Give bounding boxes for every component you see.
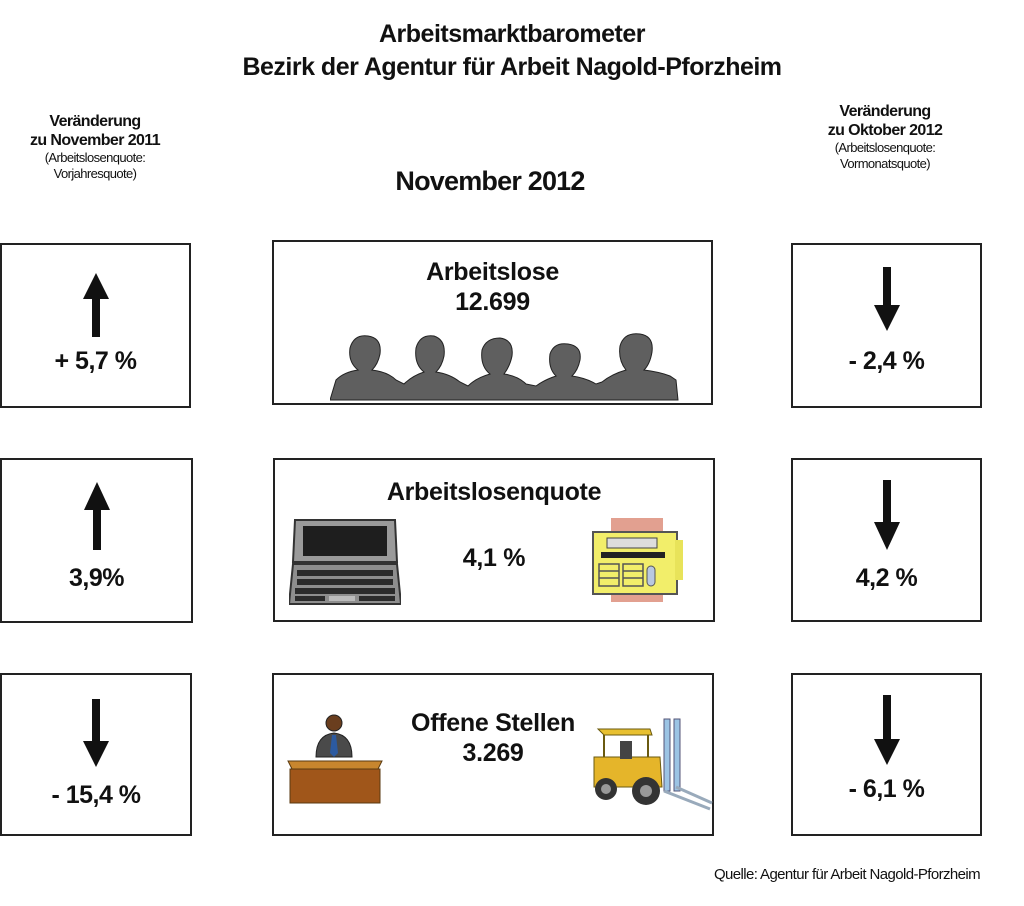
title-line-1: Arbeitsmarktbarometer	[379, 20, 646, 48]
yoy-change-box-stellen: - 15,4 %	[0, 673, 192, 836]
left-heading-line2: zu November 2011	[29, 132, 161, 149]
mom-change-box-stellen: - 6,1 %	[791, 673, 982, 836]
source-note: Quelle: Agentur für Arbeit Nagold-Pforzh…	[713, 866, 981, 883]
arrow-down-icon	[83, 699, 109, 767]
right-note-line2: Vormonatsquote)	[839, 156, 931, 171]
metric-value: 3.269	[462, 739, 524, 767]
yoy-change-value: - 15,4 %	[51, 781, 141, 809]
people-silhouette-icon	[330, 333, 679, 401]
metric-value: 12.699	[455, 288, 530, 316]
title-line-2: Bezirk der Agentur für Arbeit Nagold-Pfo…	[242, 53, 782, 81]
arrow-up-icon	[82, 273, 109, 337]
yoy-change-value: + 5,7 %	[54, 347, 137, 375]
report-month: November 2012	[395, 166, 585, 196]
left-note-line1: (Arbeitslosenquote:	[44, 150, 146, 165]
laptop-icon	[289, 519, 401, 605]
right-heading-line1: Veränderung	[839, 103, 931, 120]
forklift-icon	[593, 718, 713, 811]
mom-change-value: - 2,4 %	[848, 347, 925, 375]
left-note-line2: Vorjahresquote)	[53, 166, 137, 181]
yoy-change-value: 3,9%	[69, 564, 124, 592]
right-heading-line2: zu Oktober 2012	[827, 122, 943, 139]
yoy-change-box-arbeitslose: + 5,7 %	[0, 243, 191, 408]
right-note-line1: (Arbeitslosenquote:	[834, 140, 936, 155]
arrow-down-icon	[873, 267, 900, 331]
metric-label: Arbeitslosenquote	[386, 478, 602, 506]
yoy-change-box-quote: 3,9%	[0, 458, 193, 623]
left-heading-line1: Veränderung	[49, 113, 141, 130]
metric-label: Offene Stellen	[411, 709, 575, 737]
arrow-down-icon	[873, 480, 900, 550]
metric-label: Arbeitslose	[426, 258, 559, 286]
metric-value: 4,1 %	[462, 544, 526, 572]
metric-box-arbeitslose: Arbeitslose 12.699	[272, 240, 713, 405]
arrow-up-icon	[83, 482, 110, 550]
left-column-heading: Veränderung zu November 2011 (Arbeitslos…	[10, 112, 180, 182]
metric-box-offene-stellen: Offene Stellen 3.269	[272, 673, 714, 836]
right-column-heading: Veränderung zu Oktober 2012 (Arbeitslose…	[800, 102, 970, 172]
arrow-down-icon	[873, 695, 900, 765]
mom-change-box-arbeitslose: - 2,4 %	[791, 243, 982, 408]
mom-change-value: 4,2 %	[855, 564, 918, 592]
businessman-desk-icon	[287, 714, 383, 804]
mom-change-box-quote: 4,2 %	[791, 458, 982, 622]
mom-change-value: - 6,1 %	[848, 775, 925, 803]
fax-machine-icon	[592, 518, 683, 602]
metric-box-arbeitslosenquote: Arbeitslosenquote 4,1 %	[273, 458, 715, 622]
